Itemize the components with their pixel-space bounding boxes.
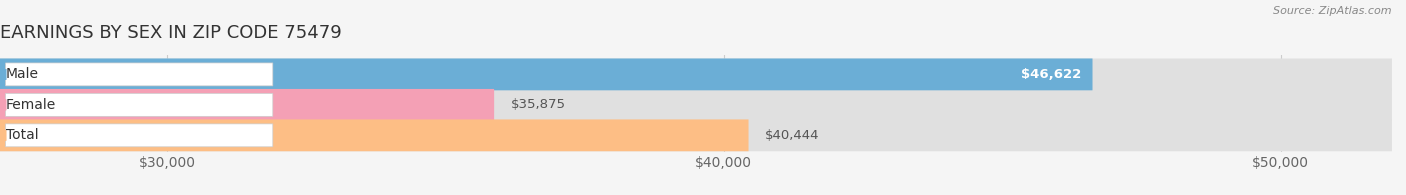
FancyBboxPatch shape — [0, 119, 1392, 151]
FancyBboxPatch shape — [0, 119, 748, 151]
Text: $35,875: $35,875 — [510, 98, 565, 111]
Text: $40,444: $40,444 — [765, 129, 820, 142]
Text: $46,622: $46,622 — [1021, 68, 1081, 81]
FancyBboxPatch shape — [6, 63, 273, 86]
Text: Total: Total — [6, 128, 38, 142]
Text: EARNINGS BY SEX IN ZIP CODE 75479: EARNINGS BY SEX IN ZIP CODE 75479 — [0, 24, 342, 42]
FancyBboxPatch shape — [6, 124, 273, 147]
Text: Source: ZipAtlas.com: Source: ZipAtlas.com — [1274, 6, 1392, 16]
FancyBboxPatch shape — [0, 58, 1092, 90]
FancyBboxPatch shape — [0, 58, 1392, 90]
FancyBboxPatch shape — [6, 93, 273, 116]
FancyBboxPatch shape — [0, 89, 1392, 121]
Text: Female: Female — [6, 98, 56, 112]
FancyBboxPatch shape — [0, 89, 494, 121]
Text: Male: Male — [6, 67, 38, 81]
